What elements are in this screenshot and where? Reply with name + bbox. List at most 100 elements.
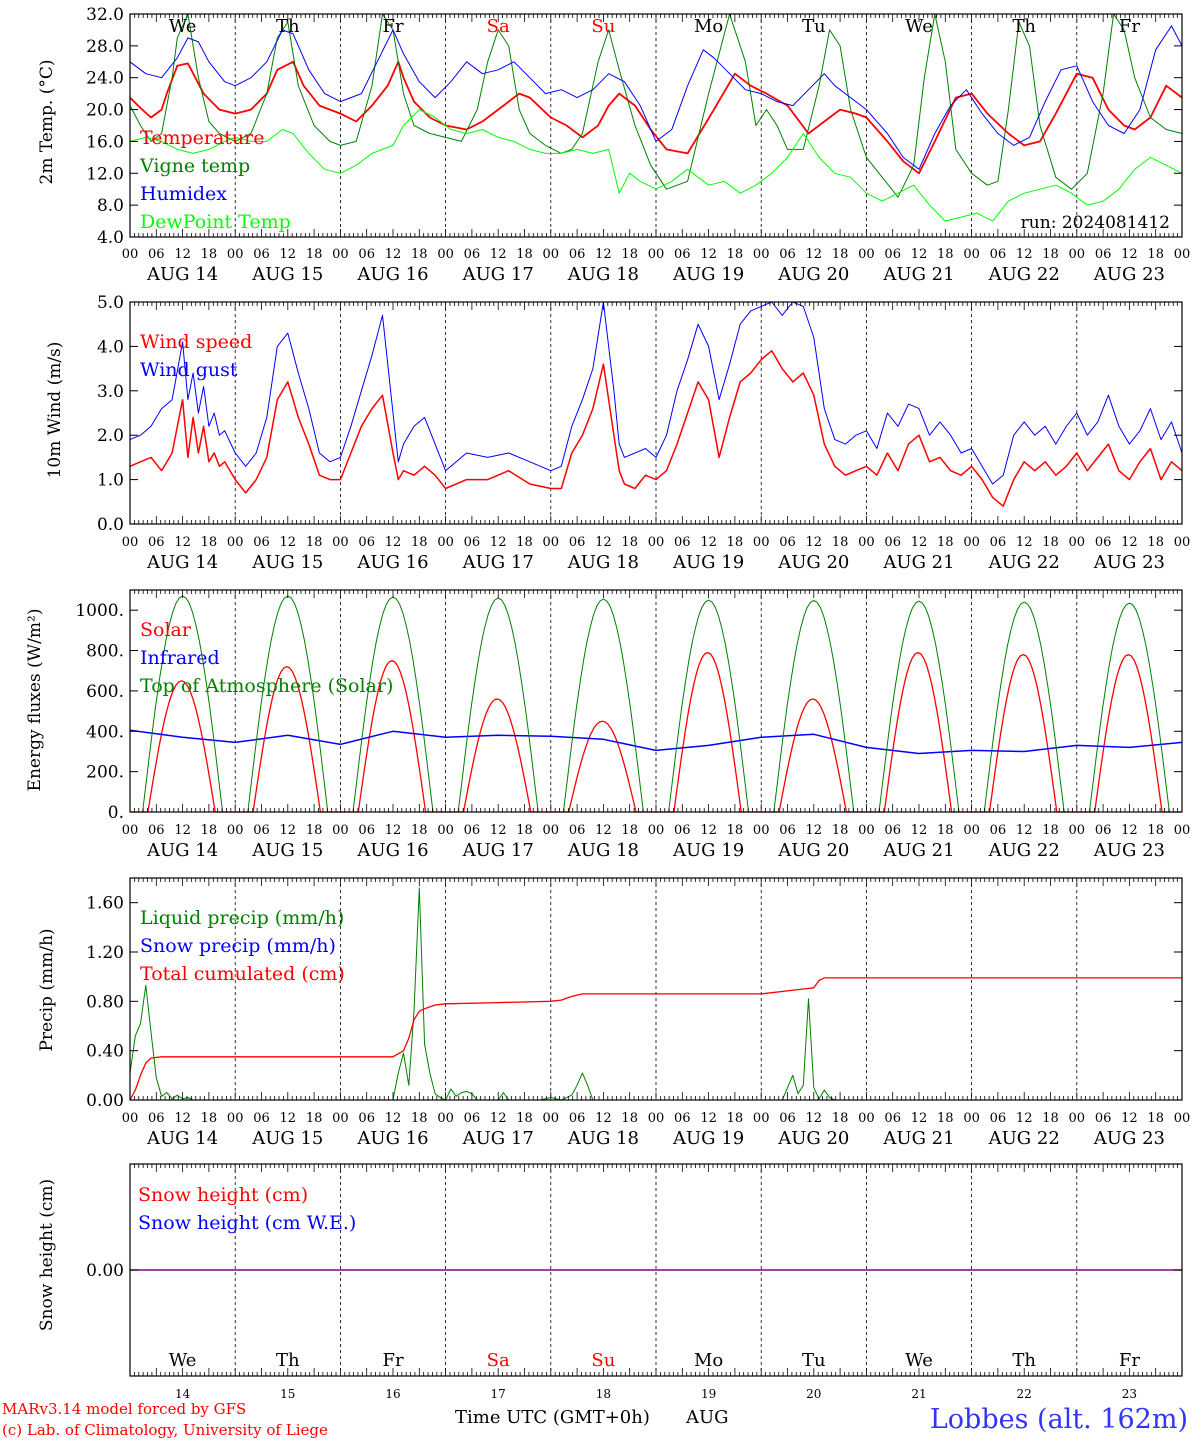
y-tick-label: 0.80	[86, 992, 124, 1012]
date-label: AUG 23	[1093, 264, 1165, 285]
hour-tick-label: 00	[858, 247, 875, 262]
hour-tick-label: 12	[700, 1111, 717, 1126]
hour-tick-label: 12	[174, 535, 191, 550]
hour-tick-label: 06	[779, 247, 796, 262]
snow-axes: 0.00 We 14 Th 15 Fr 16 Sa 17 Su 18 Mo 19 Tu 20 We 21 Th 22…	[86, 1163, 1183, 1401]
hour-tick-label: 00	[753, 1111, 770, 1126]
temperature-ylabel: 2m Temp. (°C)	[37, 59, 57, 184]
hour-tick-label: 18	[306, 247, 323, 262]
weekday-label: Fr	[1119, 1350, 1140, 1371]
hour-tick-label: 00	[437, 823, 454, 838]
hour-tick-label: 00	[332, 535, 349, 550]
date-label: AUG 21	[882, 552, 954, 573]
hour-tick-label: 06	[990, 1111, 1007, 1126]
hour-tick-label: 06	[358, 535, 375, 550]
hour-tick-label: 18	[1147, 1111, 1164, 1126]
hour-tick-label: 00	[858, 535, 875, 550]
hour-tick-label: 12	[1121, 1111, 1138, 1126]
weekday-label: Th	[1012, 16, 1036, 37]
hour-tick-label: 18	[727, 247, 744, 262]
legend-snow-height: Snow height (cm)	[138, 1184, 308, 1206]
hour-tick-label: 18	[727, 1111, 744, 1126]
hour-tick-label: 06	[779, 1111, 796, 1126]
legend-dewpoint: DewPoint Temp	[140, 211, 291, 233]
hour-tick-label: 06	[569, 1111, 586, 1126]
hour-tick-label: 06	[674, 247, 691, 262]
y-tick-label: 0.00	[86, 1091, 124, 1111]
hour-tick-label: 12	[385, 535, 402, 550]
day-number-label: 21	[911, 1387, 926, 1401]
hour-tick-label: 00	[1069, 823, 1086, 838]
hour-tick-label: 06	[1095, 823, 1112, 838]
hour-tick-label: 12	[490, 823, 507, 838]
energy-legend: Solar Infrared Top of Atmosphere (Solar)	[140, 619, 393, 697]
date-label: AUG 23	[1093, 840, 1165, 861]
weekday-label: Tu	[802, 16, 826, 37]
y-tick-label: 0.0	[97, 515, 124, 535]
hour-tick-label: 18	[1147, 823, 1164, 838]
series-wind-speed	[129, 350, 1183, 507]
hour-tick-label: 00	[753, 535, 770, 550]
hour-tick-label: 12	[1016, 1111, 1033, 1126]
hour-tick-label: 12	[490, 1111, 507, 1126]
hour-tick-label: 00	[227, 1111, 244, 1126]
day-number-label: 20	[806, 1387, 821, 1401]
hour-tick-label: 18	[727, 823, 744, 838]
hour-tick-label: 06	[569, 823, 586, 838]
hour-tick-label: 18	[516, 247, 533, 262]
hour-tick-label: 00	[1174, 823, 1191, 838]
precip-ylabel: Precip (mm/h)	[37, 928, 57, 1051]
date-label: AUG 21	[882, 1128, 954, 1149]
date-label: AUG 23	[1093, 1128, 1165, 1149]
hour-tick-label: 00	[1174, 535, 1191, 550]
date-label: AUG 21	[882, 840, 954, 861]
hour-tick-label: 00	[437, 535, 454, 550]
hour-tick-label: 18	[621, 247, 638, 262]
legend-humidex: Humidex	[140, 183, 227, 205]
date-label: AUG 19	[672, 264, 744, 285]
hour-tick-label: 06	[358, 247, 375, 262]
hour-tick-label: 00	[227, 823, 244, 838]
hour-tick-label: 18	[621, 823, 638, 838]
hour-tick-label: 18	[832, 247, 849, 262]
time-axis-label: Time UTC (GMT+0h)	[455, 1407, 650, 1428]
hour-tick-label: 06	[253, 1111, 270, 1126]
credit-line-1: MARv3.14 model forced by GFS	[2, 1400, 246, 1418]
panel-energy: 0. 200. 400. 600. 800. 1000. 00 06 12 18 AUG 14 00 0…	[25, 589, 1191, 861]
hour-tick-label: 06	[148, 1111, 165, 1126]
date-label: AUG 15	[251, 840, 323, 861]
date-label: AUG 15	[251, 1128, 323, 1149]
hour-tick-label: 00	[1174, 247, 1191, 262]
series-total-cumulated-cm	[129, 977, 1182, 1101]
hour-tick-label: 00	[1069, 1111, 1086, 1126]
hour-tick-label: 06	[253, 247, 270, 262]
legend-snow-we: Snow height (cm W.E.)	[138, 1212, 356, 1234]
series-temperature	[129, 60, 1183, 175]
day-number-label: 23	[1122, 1387, 1137, 1401]
date-label: AUG 14	[146, 264, 218, 285]
hour-tick-label: 06	[569, 535, 586, 550]
y-tick-label: 3.0	[97, 382, 124, 402]
hour-tick-label: 12	[174, 1111, 191, 1126]
hour-tick-label: 12	[385, 1111, 402, 1126]
y-tick-label: 8.0	[97, 196, 124, 216]
hour-tick-label: 06	[674, 535, 691, 550]
hour-tick-label: 12	[911, 247, 928, 262]
series-wind-gust	[129, 301, 1183, 485]
hour-tick-label: 18	[306, 1111, 323, 1126]
hour-tick-label: 06	[464, 535, 481, 550]
day-number-label: 19	[701, 1387, 716, 1401]
hour-tick-label: 18	[516, 535, 533, 550]
day-number-label: 16	[385, 1387, 400, 1401]
weekday-label: We	[905, 1350, 933, 1371]
weekday-label: Fr	[382, 1350, 403, 1371]
hour-tick-label: 00	[858, 1111, 875, 1126]
panel-temperature: 4.0 8.0 12.0 16.0 20.0 24.0 28.0 32.0 00 06 12 18 AU…	[37, 5, 1190, 285]
hour-tick-label: 18	[1147, 247, 1164, 262]
hour-tick-label: 12	[595, 535, 612, 550]
hour-tick-label: 18	[832, 535, 849, 550]
legend-temperature: Temperature	[140, 127, 264, 149]
y-tick-label: 1.0	[97, 471, 124, 491]
hour-tick-label: 06	[1095, 1111, 1112, 1126]
day-number-label: 17	[491, 1387, 506, 1401]
